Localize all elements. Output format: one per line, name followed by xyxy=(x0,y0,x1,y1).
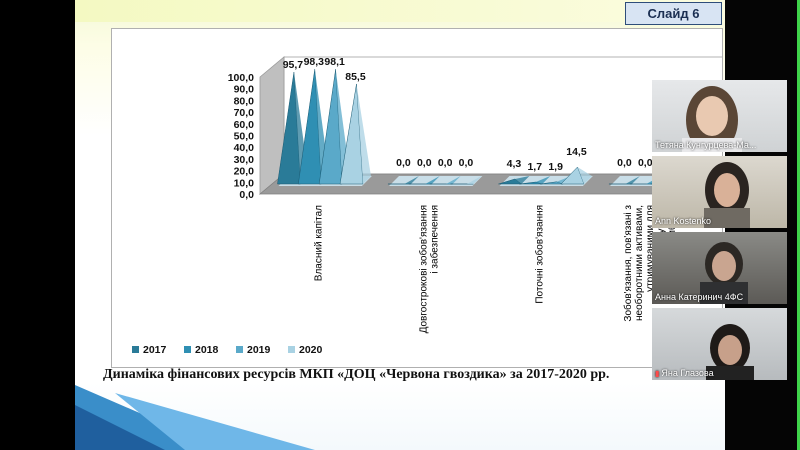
y-tick-label: 10,0 xyxy=(234,177,255,189)
y-tick-label: 90,0 xyxy=(234,84,255,96)
participant-video-icon xyxy=(706,324,754,380)
category-label-line: і забезпечення xyxy=(428,205,440,274)
data-spike-side xyxy=(625,176,640,184)
chart-container: 0,0 10,0 20,0 30,0 40,0 50,0 60,0 70,0 80,0 90,0 1… xyxy=(111,28,725,368)
y-tick-label: 50,0 xyxy=(234,131,255,143)
data-spike-side xyxy=(535,176,551,184)
participant-tile[interactable]: Тетяна Кунгурцева-Ма... xyxy=(652,80,787,152)
data-spike-side xyxy=(446,176,461,184)
legend-label: 2019 xyxy=(247,344,271,356)
data-spike-side xyxy=(577,167,592,184)
muted-mic-icon: ▮ xyxy=(655,369,660,378)
category-label-line: Поточні зобов'язання xyxy=(533,205,545,304)
data-spike-side xyxy=(646,176,661,184)
category-label-line: Довгострокові зобов'язання xyxy=(417,205,429,333)
slide-caption: Динаміка фінансових ресурсів МКП «ДОЦ «Ч… xyxy=(103,367,610,382)
category-label-line: Власний капітал xyxy=(313,205,324,281)
active-speaker-border xyxy=(797,0,800,450)
y-tick-label: 20,0 xyxy=(234,166,255,178)
data-label: 85,5 xyxy=(345,71,366,83)
data-label: 1,9 xyxy=(548,161,563,173)
category-label-line: Зобов'язання, пов'язані з xyxy=(622,205,634,322)
participant-video-icon xyxy=(682,86,742,152)
y-tick-label: 40,0 xyxy=(234,142,255,154)
bar-chart: 0,010,020,030,040,050,060,070,080,090,01… xyxy=(132,56,725,356)
data-spike xyxy=(560,166,585,185)
participant-tile[interactable]: Анна Катеринич 4ФС xyxy=(652,232,787,304)
category-label: Власний капітал xyxy=(313,205,324,281)
category-label: Довгострокові зобов'язанняі забезпечення xyxy=(417,205,440,333)
data-label: 0,0 xyxy=(459,157,474,169)
data-spike-side xyxy=(466,176,482,184)
participant-name: Анна Катеринич 4ФС xyxy=(655,292,744,302)
participant-name-text: Яна Глазова xyxy=(661,368,714,378)
data-label: 98,1 xyxy=(324,56,345,68)
data-spike-side xyxy=(404,176,419,184)
slide-number-badge: Слайд 6 xyxy=(625,2,722,25)
y-tick-label: 30,0 xyxy=(234,154,255,166)
legend-swatch xyxy=(236,346,243,353)
category-label: Поточні зобов'язання xyxy=(533,205,545,304)
data-spike xyxy=(519,181,543,185)
participant-name: Тетяна Кунгурцева-Ма... xyxy=(655,140,757,150)
data-label: 0,0 xyxy=(417,157,432,169)
y-tick-label: 80,0 xyxy=(234,95,255,107)
data-spike-side xyxy=(514,176,530,184)
participant-video-icon xyxy=(704,162,750,228)
data-label: 0,0 xyxy=(617,157,632,169)
category-base xyxy=(389,176,483,186)
legend-label: 2020 xyxy=(299,344,323,356)
presentation-slide: Слайд 6 0,0 10,0 20,0 30,0 40,0 50,0 60,0 70,0 8… xyxy=(75,0,725,450)
y-tick-label: 60,0 xyxy=(234,119,255,131)
data-label: 1,7 xyxy=(527,161,542,173)
data-label: 14,5 xyxy=(566,146,587,158)
slide-decoration xyxy=(75,385,315,450)
y-tick-label: 100,0 xyxy=(228,72,254,84)
data-label: 0,0 xyxy=(438,157,453,169)
participant-tile[interactable]: ▮ Яна Глазова xyxy=(652,308,787,380)
category-label-line: необоротними активами, xyxy=(633,205,645,321)
data-label: 98,3 xyxy=(304,56,325,68)
data-label: 4,3 xyxy=(507,158,522,170)
category-label-line: утримуваними для xyxy=(645,205,656,292)
participant-video-icon xyxy=(700,242,748,304)
y-tick-label: 0,0 xyxy=(239,189,254,201)
data-spike-side xyxy=(425,176,440,184)
legend-swatch xyxy=(132,346,139,353)
legend-swatch xyxy=(288,346,295,353)
legend-label: 2017 xyxy=(143,344,167,356)
participant-name: Ann Kostenko xyxy=(655,216,712,226)
data-label: 95,7 xyxy=(283,59,304,71)
participant-tile[interactable]: Ann Kostenko xyxy=(652,156,787,228)
data-label: 0,0 xyxy=(396,157,411,169)
data-label: 0,0 xyxy=(638,157,653,169)
participant-name: ▮ Яна Глазова xyxy=(655,368,714,378)
legend-label: 2018 xyxy=(195,344,219,356)
chart-floor xyxy=(258,173,725,195)
participants-gallery: Тетяна Кунгурцева-Ма... Ann Kostenko Анн… xyxy=(652,80,787,380)
legend-swatch xyxy=(184,346,191,353)
slide-top-band xyxy=(75,0,725,22)
data-spike-side xyxy=(356,83,371,184)
y-tick-label: 70,0 xyxy=(234,107,255,119)
